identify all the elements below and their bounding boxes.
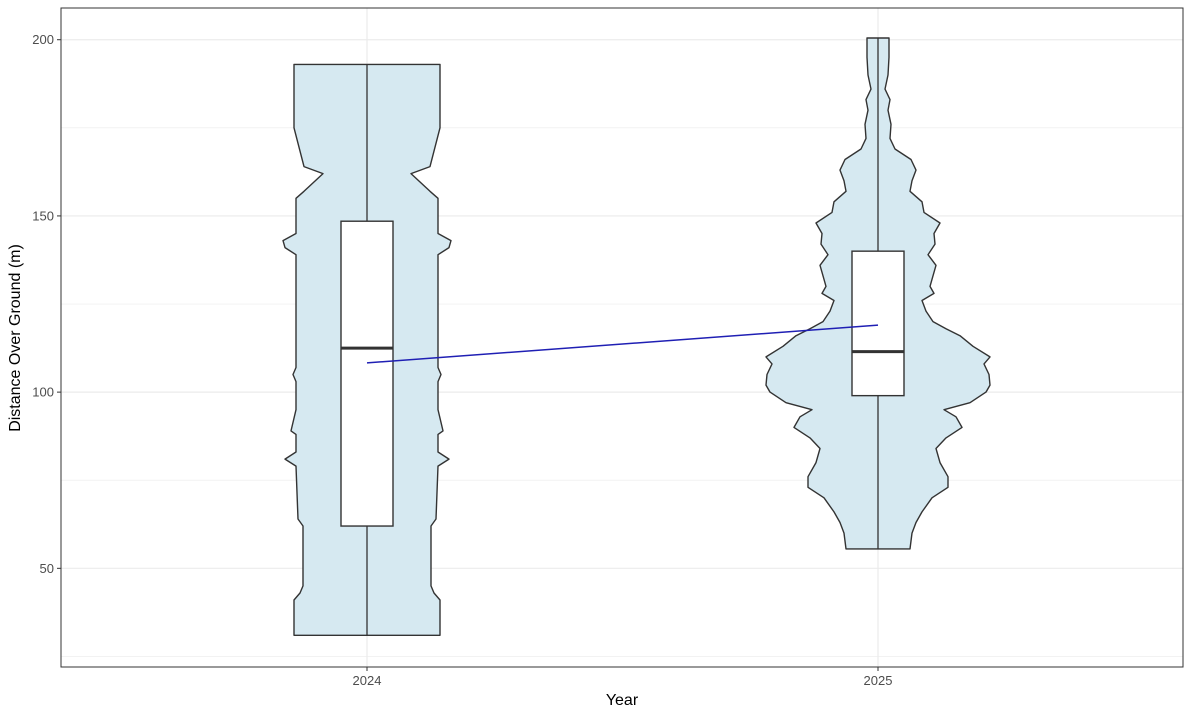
x-axis-title: Year (606, 692, 639, 709)
mean-trend (366, 324, 879, 364)
x-tick-label: 2024 (353, 673, 382, 688)
y-tick-label: 150 (32, 208, 54, 223)
x-tick-label: 2025 (864, 673, 893, 688)
plot-background (61, 8, 1183, 667)
box-2024 (340, 220, 394, 527)
plot-border (60, 7, 1184, 668)
box-2025 (851, 250, 905, 397)
y-tick-label: 200 (32, 32, 54, 47)
y-tick-label: 50 (40, 561, 54, 576)
mean-trend-line (366, 324, 879, 364)
y-axis-ticks: 50 100 150 200 (32, 32, 61, 576)
boxplots (340, 37, 905, 636)
y-axis-title: Distance Over Ground (m) (7, 244, 24, 432)
y-tick-label: 100 (32, 385, 54, 400)
x-axis-ticks: 2024 2025 (353, 667, 893, 688)
